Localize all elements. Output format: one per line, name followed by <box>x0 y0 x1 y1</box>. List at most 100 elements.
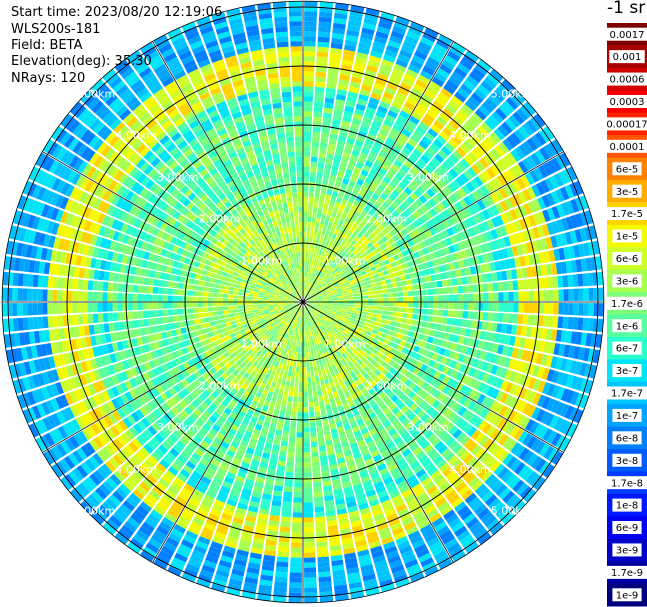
beta-gate <box>345 316 351 320</box>
beta-gate <box>318 239 323 245</box>
beta-gate <box>362 164 371 173</box>
beta-gate <box>316 283 321 288</box>
beta-gate <box>486 207 496 218</box>
beta-gate <box>498 356 507 367</box>
beta-gate <box>295 452 303 458</box>
beta-gate <box>499 260 506 270</box>
beta-gate <box>331 37 344 45</box>
beta-gate <box>318 395 324 402</box>
beta-gate <box>372 87 384 96</box>
beta-gate <box>467 193 477 204</box>
beta-gate <box>337 219 344 226</box>
beta-gate <box>355 260 362 267</box>
beta-gate <box>363 302 369 306</box>
beta-gate <box>320 460 329 467</box>
beta-gate <box>493 302 499 312</box>
beta-gate <box>303 427 310 433</box>
beta-gate <box>438 34 453 46</box>
beta-gate <box>307 297 313 301</box>
beta-gate <box>517 314 524 325</box>
beta-gate <box>275 475 284 482</box>
beta-gate <box>307 216 312 223</box>
beta-gate <box>307 302 314 304</box>
beta-gate <box>317 305 323 308</box>
beta-gate <box>328 267 334 273</box>
beta-gate <box>326 319 332 324</box>
beta-gate <box>321 229 326 236</box>
beta-gate <box>359 221 366 228</box>
beta-gate <box>314 411 321 417</box>
beta-gate <box>533 476 546 491</box>
beta-gate <box>342 194 350 202</box>
beta-gate <box>400 220 409 228</box>
beta-gate <box>352 296 359 300</box>
beta-gate <box>487 252 495 262</box>
beta-gate <box>406 261 413 268</box>
beta-gate <box>454 361 462 371</box>
beta-gate <box>454 131 466 142</box>
beta-gate <box>346 163 355 171</box>
beta-gate <box>409 115 420 125</box>
beta-gate <box>275 566 289 573</box>
beta-gate <box>510 149 522 162</box>
beta-gate <box>334 12 348 20</box>
beta-gate <box>388 193 397 202</box>
beta-gate <box>478 302 484 311</box>
beta-gate <box>509 93 523 107</box>
beta-gate <box>378 167 388 176</box>
beta-gate <box>380 354 387 361</box>
beta-gate <box>319 218 325 225</box>
beta-gate <box>326 189 333 196</box>
beta-gate <box>366 355 373 363</box>
beta-gate <box>323 112 333 119</box>
beta-gate <box>383 119 394 128</box>
beta-gate <box>345 142 354 150</box>
beta-gate <box>377 231 385 239</box>
beta-gate <box>306 305 311 309</box>
beta-gate <box>291 371 296 377</box>
beta-gate <box>325 214 331 221</box>
beta-gate <box>305 351 309 358</box>
beta-gate <box>539 147 550 161</box>
beta-gate <box>230 320 237 325</box>
beta-gate <box>335 2 349 10</box>
beta-gate <box>391 242 399 249</box>
beta-gate <box>288 587 302 593</box>
beta-gate <box>282 496 292 503</box>
beta-gate <box>447 138 459 149</box>
beta-gate <box>368 275 375 281</box>
beta-gate <box>406 156 417 166</box>
beta-gate <box>340 324 347 330</box>
beta-gate <box>337 295 343 299</box>
beta-gate <box>328 248 333 255</box>
beta-gate <box>291 406 298 413</box>
beta-gate <box>319 260 324 267</box>
beta-gate <box>411 319 417 326</box>
beta-gate <box>281 435 289 442</box>
beta-gate <box>477 311 484 321</box>
beta-gate <box>334 201 341 209</box>
beta-gate <box>492 177 503 189</box>
beta-gate <box>292 396 298 403</box>
beta-gate <box>361 328 368 334</box>
beta-gate <box>315 66 327 73</box>
beta-gate <box>430 124 442 134</box>
beta-gate <box>342 267 348 273</box>
beta-gate <box>408 214 417 222</box>
beta-gate <box>431 281 438 288</box>
beta-gate <box>377 132 387 141</box>
beta-gate <box>310 291 315 296</box>
beta-gate <box>356 206 363 214</box>
beta-gate <box>490 131 502 144</box>
beta-gate <box>273 586 287 593</box>
beta-gate <box>415 144 426 154</box>
beta-gate <box>482 283 489 292</box>
beta-gate <box>497 313 504 323</box>
beta-gate <box>317 31 331 38</box>
beta-gate <box>494 447 506 460</box>
beta-gate <box>322 303 329 305</box>
beta-gate <box>335 176 343 183</box>
beta-gate <box>313 281 318 286</box>
beta-gate <box>307 302 313 305</box>
beta-gate <box>332 206 339 213</box>
